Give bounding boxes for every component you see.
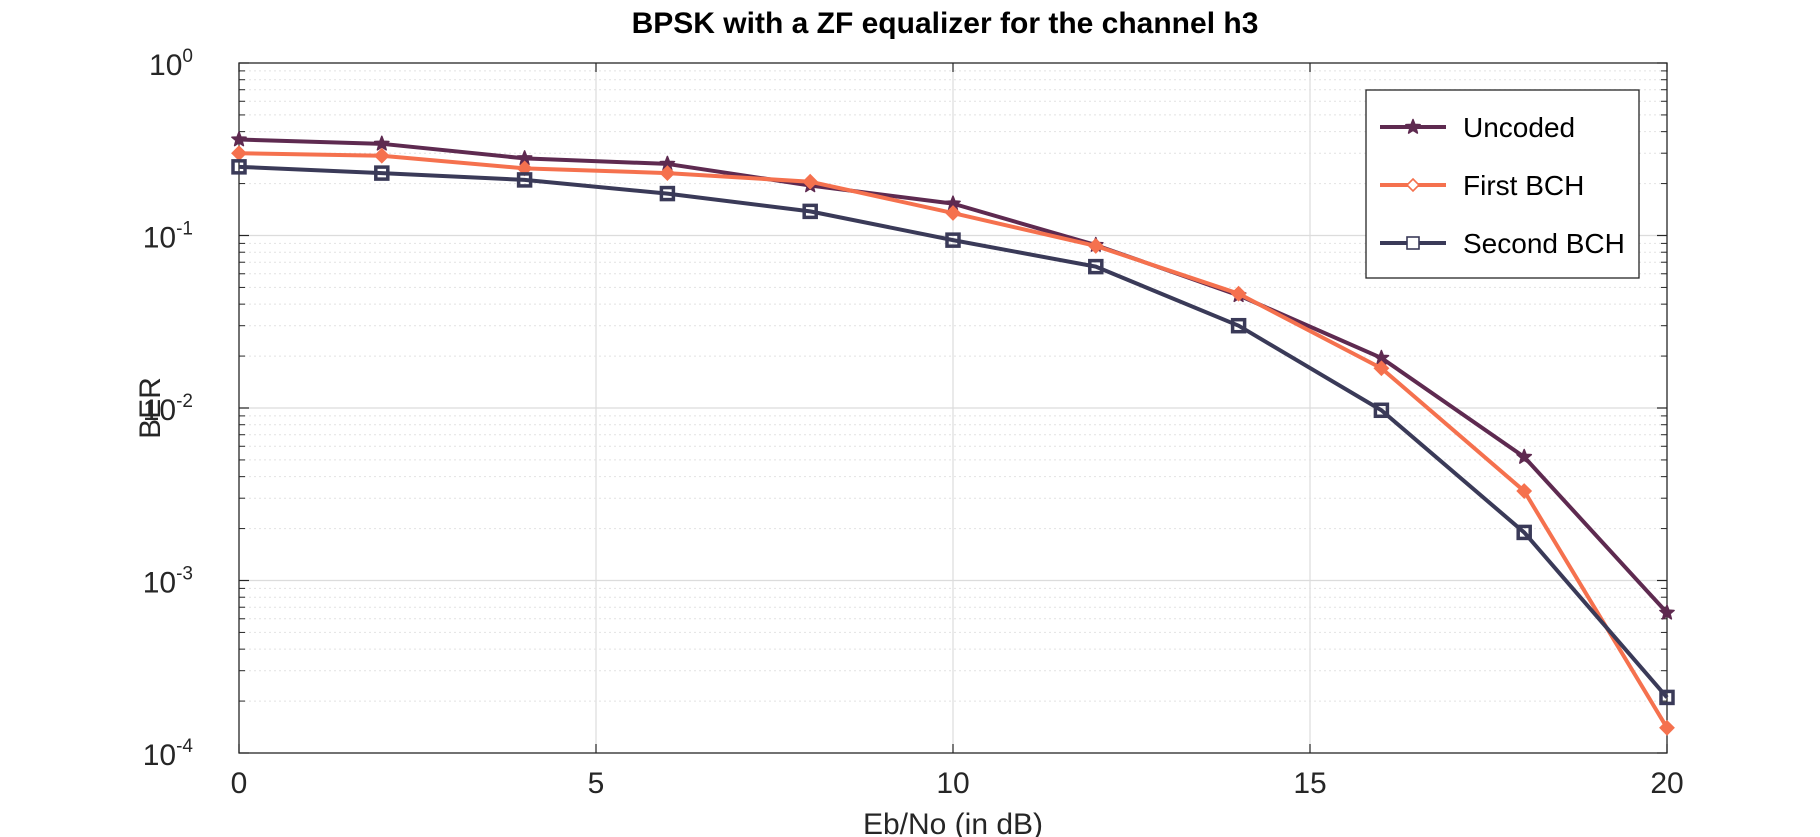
data-point: [1516, 524, 1532, 541]
y-tick-label: 100: [149, 46, 193, 82]
data-point: [945, 205, 961, 221]
y-tick-label: 10-1: [143, 219, 193, 255]
series-line: [238, 164, 1669, 699]
y-tick-label: 10-4: [143, 736, 194, 772]
data-point: [231, 159, 247, 175]
x-tick-label: 10: [936, 767, 969, 800]
x-tick-label: 0: [231, 767, 248, 800]
y-tick-labels: 100 10-1 10-2 10-3 10-4: [143, 46, 194, 772]
legend-marker: [1405, 118, 1421, 134]
data-point: [1516, 448, 1533, 464]
legend-marker: [1406, 236, 1420, 250]
series-2: [231, 159, 1675, 706]
series-layer: [231, 131, 1675, 736]
data-point: [373, 147, 390, 164]
chart-title: BPSK with a ZF equalizer for the channel…: [632, 7, 1259, 40]
legend-label: First BCH: [1463, 170, 1584, 201]
y-axis-label: BER: [134, 377, 167, 439]
legend-item: Second BCH: [1380, 228, 1625, 259]
x-tick-label: 15: [1293, 767, 1326, 800]
data-point: [945, 232, 961, 248]
legend: Uncoded First BCH Second BCH: [1365, 89, 1640, 279]
data-point: [374, 165, 390, 181]
legend-label: Second BCH: [1463, 228, 1625, 259]
y-tick-label: 10-3: [143, 564, 193, 600]
data-point: [1230, 285, 1247, 302]
x-axis-label: Eb/No (in dB): [863, 808, 1043, 837]
data-point: [1659, 719, 1675, 736]
data-point: [1659, 689, 1675, 706]
data-point: [1373, 402, 1390, 419]
data-point: [802, 173, 819, 190]
x-tick-label: 20: [1650, 767, 1683, 800]
legend-item: First BCH: [1380, 170, 1584, 201]
data-point: [1087, 238, 1104, 254]
data-point: [373, 135, 390, 151]
data-point: [231, 131, 247, 147]
x-tick-label: 5: [588, 767, 605, 800]
ticks: [238, 62, 1668, 754]
data-point: [802, 203, 818, 220]
data-point: [516, 172, 533, 188]
y-tick-label: 10-2: [143, 391, 193, 427]
data-point: [1659, 604, 1675, 620]
legend-marker: [1405, 177, 1421, 193]
legend-item: Uncoded: [1380, 112, 1575, 143]
data-point: [659, 165, 676, 182]
legend-label: Uncoded: [1463, 112, 1575, 143]
data-point: [659, 185, 676, 202]
data-point: [1373, 360, 1390, 377]
data-point: [1516, 483, 1533, 499]
data-point: [1230, 317, 1247, 334]
series-1: [231, 145, 1675, 736]
data-point: [1088, 258, 1104, 275]
x-tick-labels: 0 5 10 15 20: [231, 767, 1684, 800]
